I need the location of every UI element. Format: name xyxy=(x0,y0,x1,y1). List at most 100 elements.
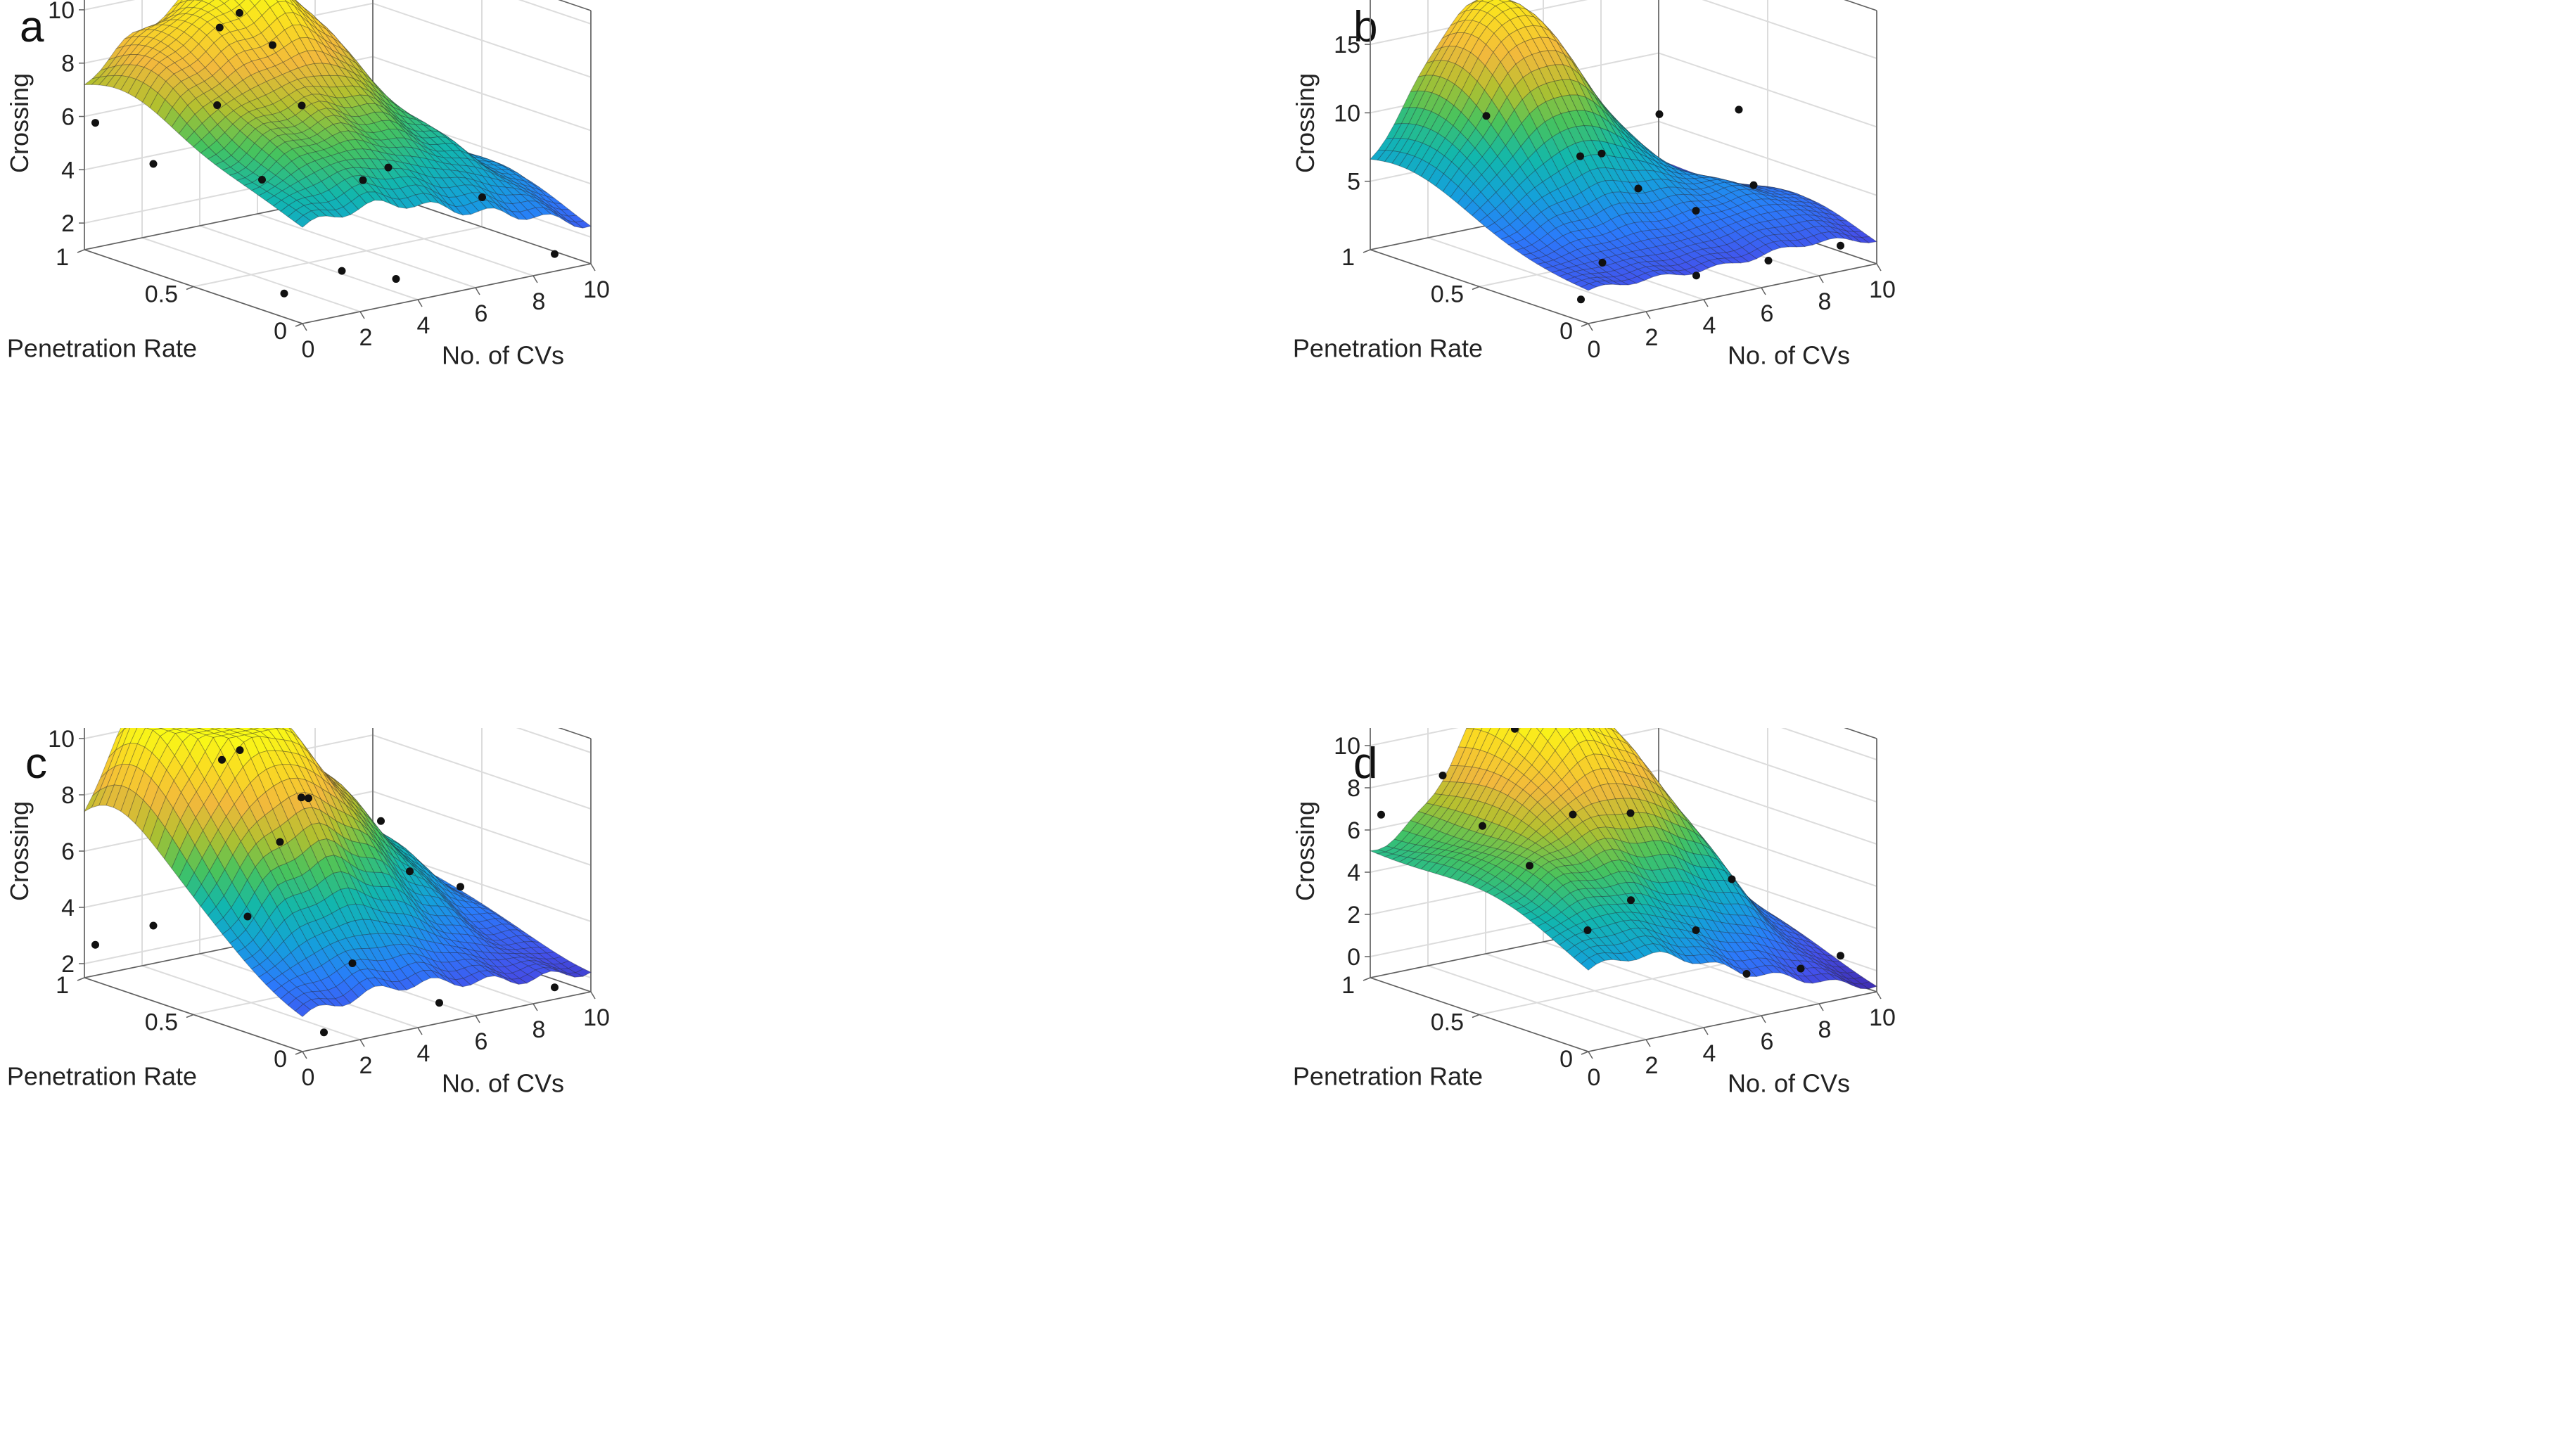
surface-patch xyxy=(1532,37,1549,53)
y-tick-label: 0 xyxy=(274,1046,287,1073)
panel-b: b 0 2 4 6 8 10 0 0.5 1 5 10 15 No. of CVs Penetration… xyxy=(1286,0,2571,728)
surface-patch xyxy=(350,982,367,998)
surface-patch xyxy=(1614,920,1631,933)
surface-patch xyxy=(1544,802,1561,818)
surface-patch xyxy=(127,793,144,824)
surface-patch xyxy=(436,915,454,926)
surface-patch xyxy=(310,19,326,35)
surface-patch xyxy=(300,24,317,41)
scatter-point xyxy=(1764,257,1773,265)
x-tick xyxy=(1703,299,1709,307)
scatter-point xyxy=(348,959,357,967)
surface-patch xyxy=(407,194,423,207)
surface-patch xyxy=(1653,170,1671,181)
surface-patch xyxy=(1391,151,1408,167)
x-tick xyxy=(1703,1027,1709,1035)
surface-patch xyxy=(128,65,145,80)
surface-patch xyxy=(566,972,585,978)
surface-patch xyxy=(468,928,485,940)
surface-patch xyxy=(292,732,308,752)
surface-patch xyxy=(233,817,250,843)
surface-patch xyxy=(1813,225,1830,234)
surface-patch xyxy=(1631,149,1648,163)
surface-patch xyxy=(508,173,525,181)
surface-patch xyxy=(412,140,428,153)
surface-patch xyxy=(1823,217,1839,226)
surface-patch xyxy=(412,854,428,869)
surface-patch xyxy=(1712,920,1729,933)
surface-patch xyxy=(1687,821,1704,839)
surface-patch xyxy=(521,957,537,962)
surface-patch xyxy=(440,890,457,906)
surface-patch xyxy=(362,815,378,837)
surface-patch xyxy=(1500,236,1517,245)
surface-patch xyxy=(480,181,498,195)
surface-patch xyxy=(1769,926,1786,941)
surface-patch xyxy=(439,969,457,981)
surface-patch xyxy=(1664,797,1680,817)
surface-patch xyxy=(1780,924,1796,934)
surface-patch xyxy=(439,973,455,985)
scatter-point xyxy=(149,160,158,168)
surface-patch xyxy=(1660,179,1678,188)
surface-patch xyxy=(198,21,215,36)
surface-patch xyxy=(383,105,400,120)
surface-patch xyxy=(1696,917,1714,931)
surface-patch xyxy=(219,0,230,4)
surface-patch xyxy=(405,890,422,910)
scatter-point xyxy=(377,817,385,825)
x-tick-label: 8 xyxy=(1818,1016,1832,1043)
scatter-point xyxy=(215,23,224,32)
surface-patch xyxy=(1513,122,1529,147)
surface-patch xyxy=(411,146,428,160)
surface-patch xyxy=(1441,21,1459,39)
surface-patch xyxy=(378,910,396,925)
surface-patch xyxy=(537,196,554,208)
surface-patch xyxy=(362,140,381,153)
surface-patch xyxy=(393,160,411,171)
surface-patch xyxy=(1604,952,1621,962)
surface-patch xyxy=(393,106,409,119)
surface-patch xyxy=(432,885,448,902)
x-tick xyxy=(417,299,423,307)
surface-patch xyxy=(1540,206,1557,221)
surface-patch xyxy=(1612,179,1630,193)
y-tick xyxy=(1581,1051,1589,1055)
surface-patch xyxy=(466,895,483,905)
surface-patch xyxy=(1809,202,1825,210)
surface-patch xyxy=(1756,244,1773,255)
surface-patch xyxy=(1730,196,1747,207)
surface-patch xyxy=(366,183,385,196)
surface-patch xyxy=(414,892,431,907)
surface-patch xyxy=(383,971,400,983)
surface-patch xyxy=(379,139,397,148)
surface-patch xyxy=(383,194,400,208)
surface-patch xyxy=(1558,165,1575,186)
scatter-point xyxy=(1576,152,1584,160)
surface-patch xyxy=(1750,942,1768,954)
surface-patch xyxy=(461,917,478,932)
y-tick-label: 0 xyxy=(1559,318,1573,345)
scatter-point xyxy=(298,793,305,802)
surface-patch xyxy=(1522,911,1539,921)
surface-patch xyxy=(165,780,182,809)
x-tick xyxy=(475,1015,480,1023)
surface-patch xyxy=(364,893,381,912)
x-tick-label: 2 xyxy=(359,324,373,351)
surface-patch xyxy=(387,147,404,156)
surface-patch xyxy=(267,728,285,741)
surface-patch xyxy=(465,953,481,962)
surface-patch xyxy=(371,819,387,841)
surface-patch xyxy=(447,900,464,917)
surface-patch xyxy=(325,115,342,125)
surface-patch xyxy=(295,808,312,831)
surface-patch xyxy=(1447,796,1465,811)
z-tick-label: 2 xyxy=(61,210,75,237)
surface-patch xyxy=(421,141,438,152)
surface-patch xyxy=(136,45,154,56)
surface-patch xyxy=(1646,254,1664,262)
surface-patch xyxy=(158,728,165,729)
surface-patch xyxy=(511,210,528,220)
surface-patch xyxy=(1494,216,1511,231)
surface-patch xyxy=(193,139,210,154)
